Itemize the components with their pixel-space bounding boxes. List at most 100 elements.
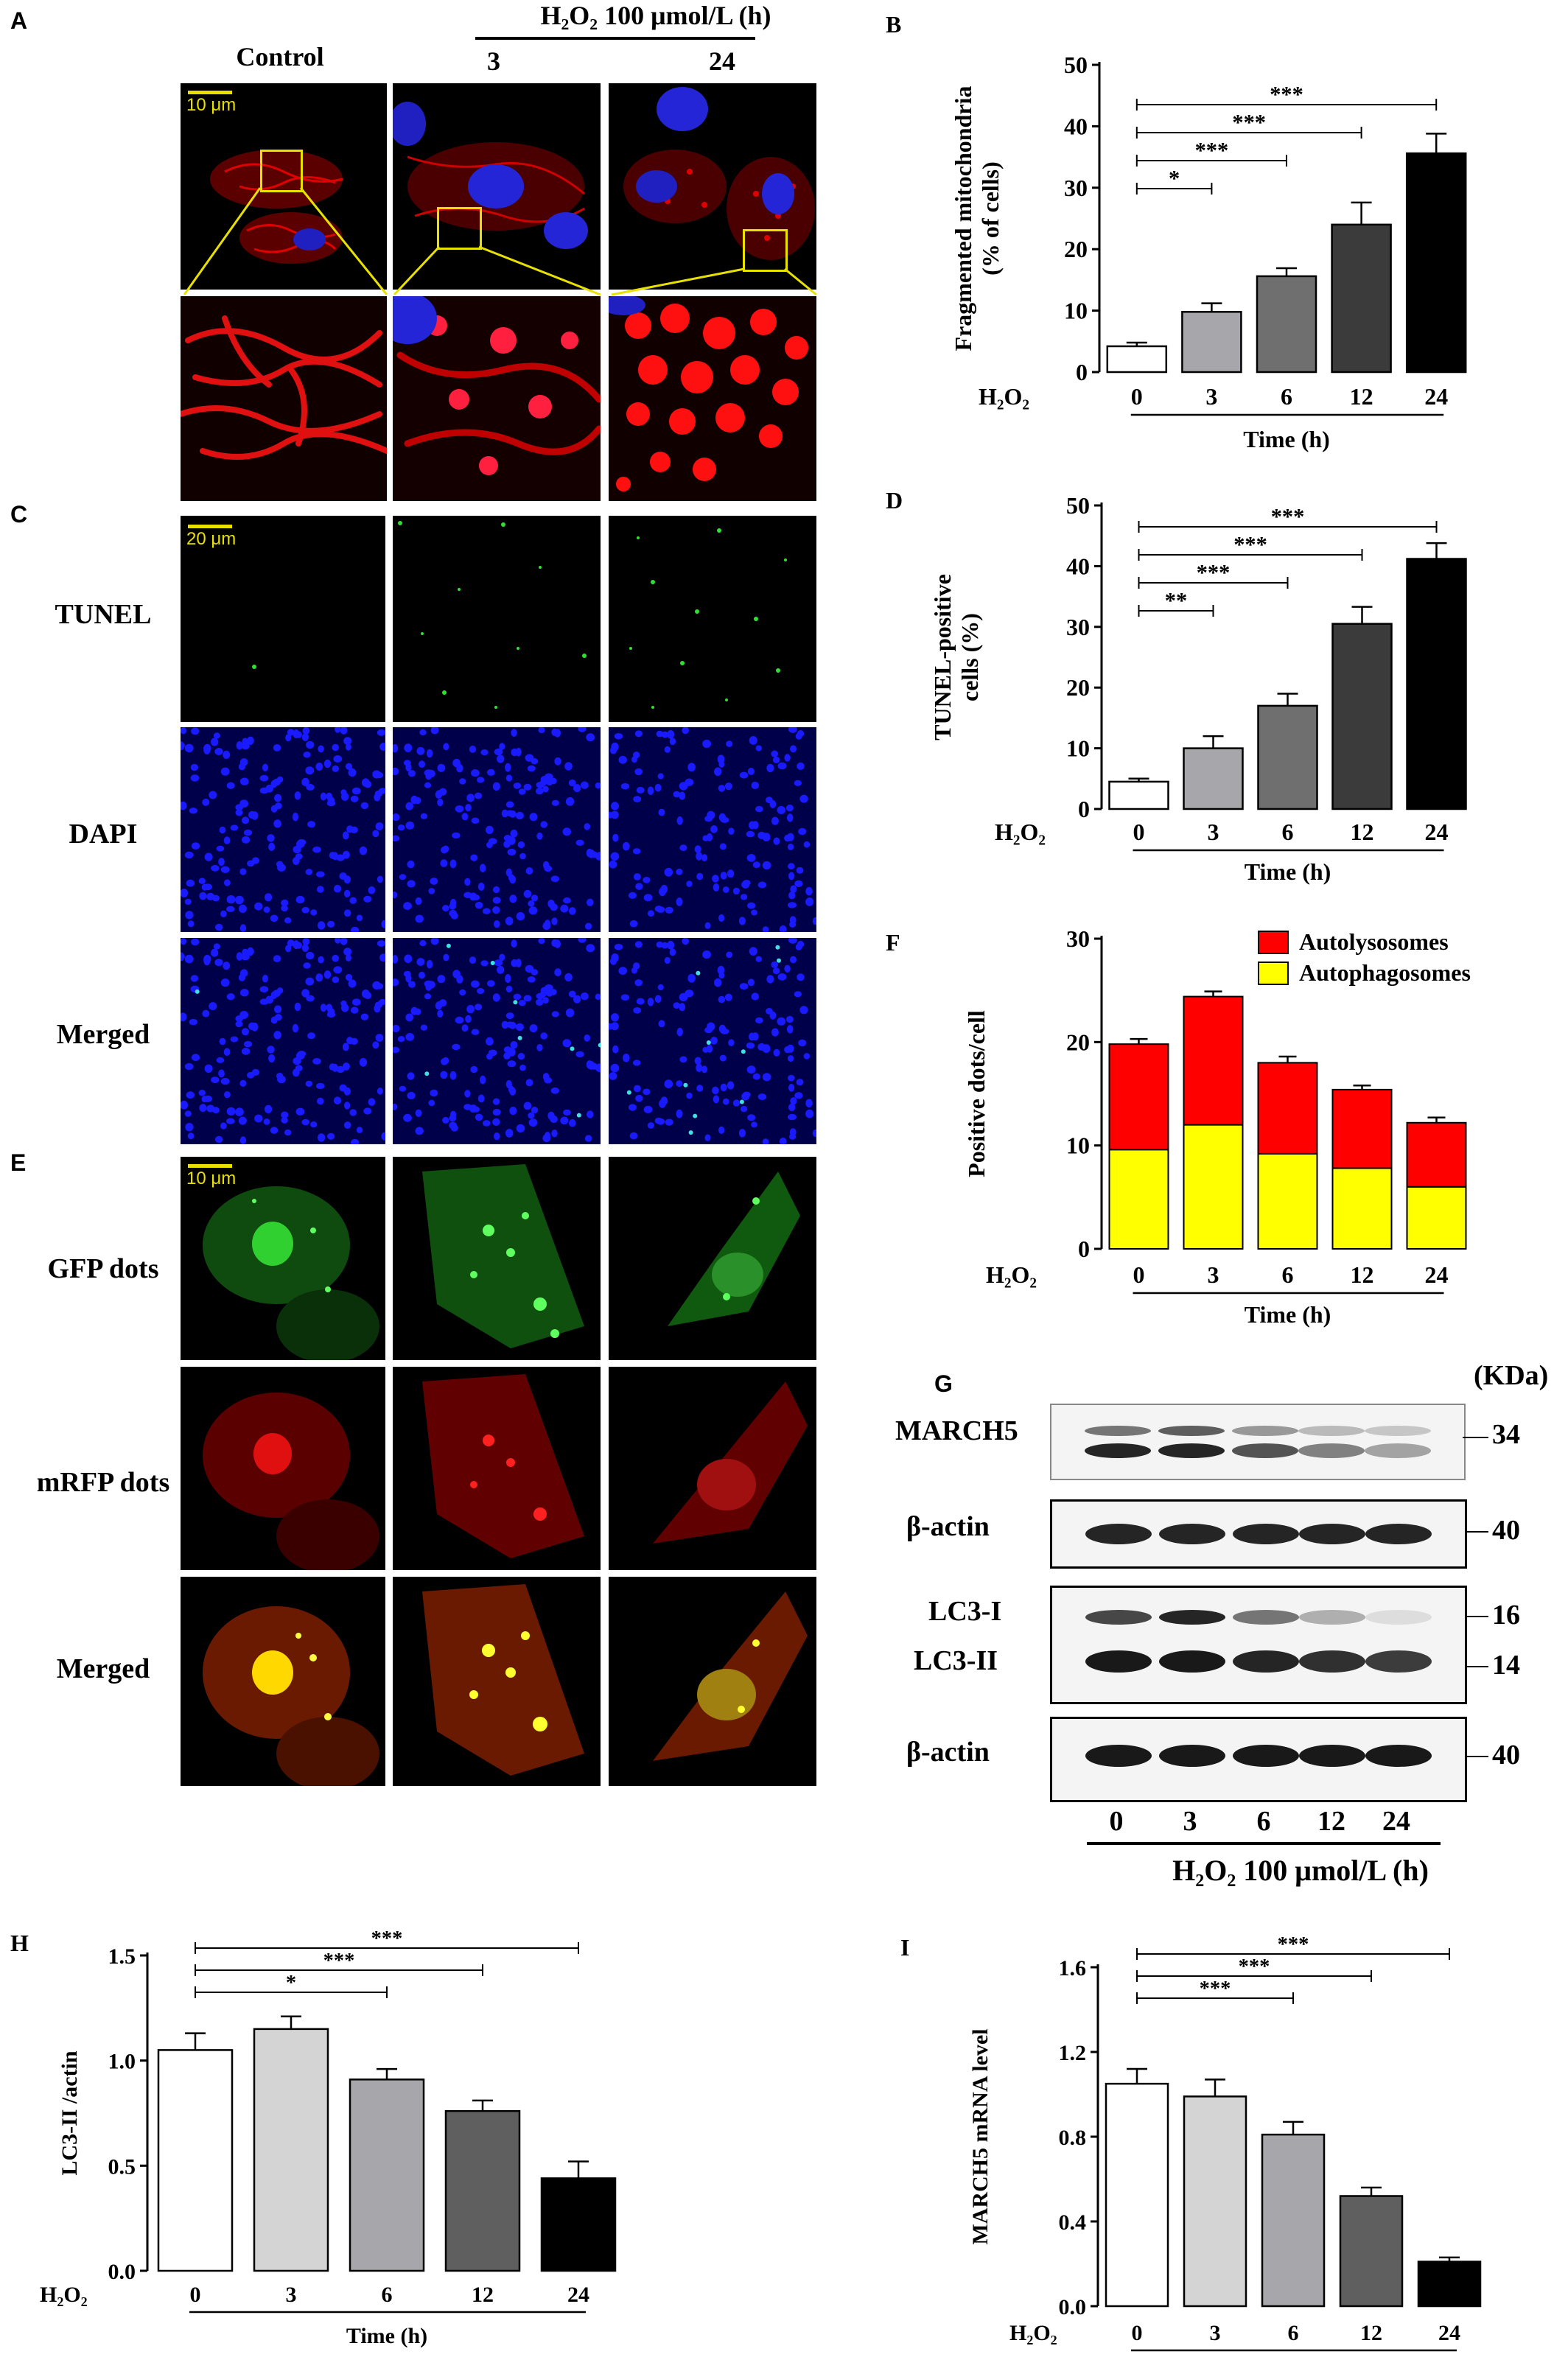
nucleus: [610, 852, 620, 861]
significance-label: ***: [371, 1927, 403, 1950]
nucleus: [486, 825, 494, 834]
nucleus: [771, 816, 779, 825]
nucleus: [542, 785, 549, 793]
nucleus: [452, 970, 461, 978]
nucleus: [440, 859, 448, 867]
nucleus: [320, 792, 327, 801]
chart-h: H 0.0 0.5 1.0 1.5 LC3-II /actin H₂O₂ 0 3 6 12 24 Tim…: [10, 1927, 617, 2348]
kda-label: (KDa): [1474, 1360, 1549, 1391]
nucleus: [189, 1018, 197, 1026]
nucleus: [779, 925, 787, 932]
nucleus: [230, 1036, 239, 1043]
nucleus: [342, 1043, 349, 1051]
nucleus: [437, 1009, 444, 1018]
nucleus: [686, 1092, 693, 1099]
tunel-positive-nucleus: [777, 958, 781, 963]
nucleus: [187, 920, 195, 928]
nucleus: [455, 805, 464, 813]
nucleus: [503, 1052, 511, 1060]
nucleus: [190, 975, 199, 982]
nucleus: [273, 778, 281, 786]
nucleus: [786, 1025, 794, 1034]
x-axis-label: Time (h): [1245, 1301, 1331, 1328]
dapi-control: [181, 727, 385, 932]
nucleus: [664, 746, 671, 753]
bar: [1257, 704, 1318, 810]
nucleus: [198, 878, 206, 884]
blot-band: [1233, 1524, 1299, 1544]
nucleus: [584, 922, 592, 930]
nucleus: [516, 1124, 525, 1133]
nucleus: [643, 877, 651, 883]
nucleus: [687, 763, 696, 772]
nucleus: [664, 1079, 673, 1089]
nucleus: [611, 810, 619, 819]
nucleus: [333, 966, 343, 974]
nucleus: [226, 782, 235, 789]
nucleus: [564, 762, 573, 771]
blot-band: [1233, 1610, 1299, 1625]
nucleus: [511, 729, 517, 737]
nucleus: [312, 1058, 321, 1065]
y-tick-label: 1.2: [1059, 2041, 1087, 2065]
significance-label: ***: [1270, 82, 1303, 107]
nucleus: [773, 837, 780, 845]
nucleus: [633, 796, 642, 802]
nucleus: [226, 1118, 235, 1124]
nucleus: [340, 789, 347, 796]
x-tick-label: 12: [1360, 2321, 1382, 2345]
nucleus: [682, 938, 689, 945]
nucleus: [342, 1062, 350, 1071]
nucleus: [393, 743, 399, 753]
nucleus: [629, 1132, 638, 1140]
nucleus: [315, 1082, 325, 1090]
nucleus: [295, 1107, 305, 1116]
nucleus: [633, 752, 640, 759]
blot-actin-1: [1050, 1499, 1467, 1569]
bar-autolysosomes: [1406, 1121, 1467, 1188]
nucleus: [198, 1090, 206, 1096]
nucleus: [542, 1134, 551, 1143]
nucleus: [505, 985, 513, 992]
nucleus: [317, 1097, 324, 1105]
nucleus: [345, 763, 353, 770]
nucleus: [359, 846, 368, 855]
marker-tick: [1465, 1756, 1488, 1757]
panel-letter-c: C: [10, 501, 28, 528]
nucleus: [739, 771, 749, 779]
nucleus: [377, 1088, 383, 1095]
nucleus: [264, 893, 273, 902]
nucleus: [220, 910, 227, 917]
y-tick-label: 0: [1078, 796, 1090, 822]
nucleus: [305, 869, 313, 875]
nucleus: [719, 843, 727, 850]
nucleus: [216, 845, 225, 852]
nucleus: [701, 854, 708, 862]
nucleus: [536, 832, 543, 840]
nucleus: [647, 786, 654, 795]
nucleus: [797, 762, 805, 770]
nucleus: [259, 774, 269, 782]
nucleus: [740, 894, 748, 900]
dapi-nuclei-control: [181, 727, 385, 932]
nucleus: [696, 1085, 704, 1092]
nucleus: [339, 872, 347, 880]
nucleus: [550, 1115, 558, 1124]
blot-band: [1232, 1443, 1298, 1458]
nucleus: [435, 1001, 443, 1009]
bar: [540, 2177, 617, 2272]
nucleus: [419, 940, 427, 947]
band-label-lc3-ii: LC3-II: [914, 1645, 998, 1676]
bar-autolysosomes: [1257, 1062, 1318, 1155]
nucleus: [342, 850, 350, 859]
panel-letter-a: A: [10, 7, 28, 34]
nucleus: [241, 1028, 250, 1036]
blot-band: [1085, 1443, 1151, 1458]
nucleus: [226, 906, 235, 912]
nucleus: [528, 900, 535, 907]
nucleus: [236, 952, 243, 961]
nucleus: [611, 1022, 619, 1031]
nucleus: [542, 922, 551, 931]
nucleus: [363, 1107, 372, 1115]
nucleus: [633, 873, 641, 880]
